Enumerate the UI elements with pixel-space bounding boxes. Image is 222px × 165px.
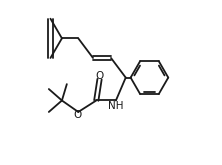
Text: NH: NH [108,101,124,111]
Text: O: O [73,110,81,120]
Text: O: O [95,71,104,81]
